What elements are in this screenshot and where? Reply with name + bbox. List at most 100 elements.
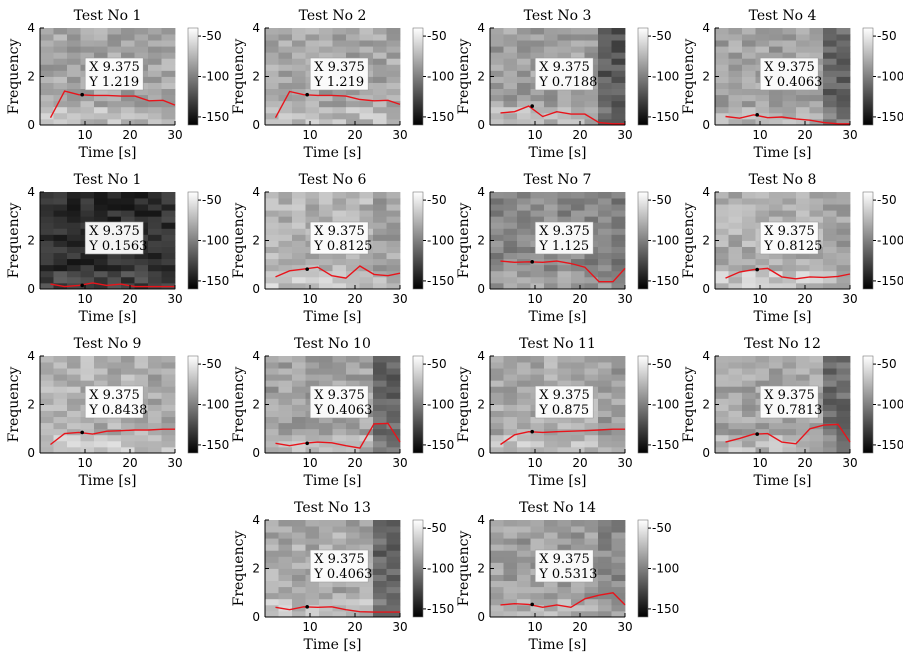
heatmap-cell	[278, 610, 293, 618]
heatmap-cell	[728, 398, 743, 405]
heatmap-cell	[94, 362, 108, 369]
heatmap-cell	[332, 276, 347, 284]
heatmap-cell	[265, 46, 279, 53]
x-axis-label: Time [s]	[79, 473, 137, 489]
heatmap-cell	[530, 538, 545, 545]
heatmap-cell	[769, 94, 783, 102]
y-tick-label: 0	[252, 446, 260, 460]
heatmap-cell	[755, 216, 770, 223]
heatmap-cell	[530, 416, 545, 424]
heatmap-cell	[823, 46, 837, 53]
heatmap-cell	[80, 204, 95, 211]
colorbar	[637, 191, 649, 290]
heatmap-cell	[517, 580, 531, 588]
heatmap-cell	[782, 52, 797, 59]
colorbar	[412, 519, 424, 618]
heatmap-cell	[67, 434, 81, 442]
heatmap-cell	[836, 276, 851, 284]
heatmap-cell	[134, 100, 149, 108]
heatmap-cell	[359, 526, 374, 533]
heatmap-cell	[121, 362, 135, 369]
datatip-marker	[305, 92, 309, 97]
heatmap-cell	[503, 58, 518, 65]
heatmap-cell	[544, 282, 558, 290]
heatmap-cell	[80, 270, 95, 278]
heatmap-cell	[134, 374, 149, 381]
heatmap-cell	[823, 282, 837, 290]
heatmap-cell	[823, 76, 837, 83]
heatmap-cell	[715, 40, 729, 47]
heatmap-cell	[67, 106, 81, 114]
heatmap-cell	[107, 282, 122, 290]
heatmap-cell	[292, 198, 306, 205]
heatmap-cell	[148, 422, 162, 430]
heatmap-cell	[503, 246, 518, 254]
heatmap-cell	[67, 204, 81, 211]
heatmap-cell	[715, 204, 729, 211]
heatmap-cell	[490, 592, 504, 600]
heatmap-cell	[517, 100, 531, 108]
heatmap-cell	[782, 252, 797, 260]
heatmap-cell	[373, 258, 387, 266]
heatmap-cell	[782, 264, 797, 272]
colorbar-tick-label: -100	[202, 70, 229, 84]
heatmap-cell	[742, 398, 756, 405]
heatmap-cell	[121, 446, 135, 454]
heatmap-cell	[782, 270, 797, 278]
heatmap-cell	[53, 258, 68, 266]
heatmap-cell	[557, 586, 572, 594]
heatmap-cell	[386, 76, 401, 83]
heatmap-cell	[292, 416, 306, 424]
colorbar-tick-label: -50	[427, 29, 447, 43]
heatmap-cell	[517, 392, 531, 399]
heatmap-cell	[292, 64, 306, 71]
heatmap-cell	[94, 118, 108, 126]
datatip-marker	[530, 429, 534, 434]
x-axis-label: Time [s]	[79, 145, 137, 161]
heatmap-cell	[278, 246, 293, 254]
heatmap-cell	[265, 362, 279, 369]
heatmap-cell	[134, 416, 149, 424]
heatmap-cell	[319, 264, 333, 272]
heatmap-cell	[265, 380, 279, 387]
subplot-title: Test No 14	[519, 500, 596, 516]
heatmap-cell	[40, 258, 54, 266]
heatmap-cell	[598, 610, 612, 618]
heatmap-cell	[161, 240, 176, 247]
heatmap-cell	[134, 88, 149, 96]
heatmap-cell	[53, 440, 68, 448]
heatmap-cell	[265, 398, 279, 405]
heatmap-cell	[728, 392, 743, 399]
heatmap-cell	[782, 100, 797, 108]
heatmap-cell	[796, 112, 810, 120]
x-tick-label: 20	[347, 456, 362, 470]
x-tick-label: 20	[572, 292, 587, 306]
heatmap-cell	[319, 270, 333, 278]
heatmap-cell	[517, 598, 531, 606]
heatmap-cell	[715, 356, 729, 363]
x-axis-label: Time [s]	[754, 145, 812, 161]
heatmap-cell	[53, 374, 68, 381]
datatip-y: Y 1.125	[538, 239, 589, 254]
x-tick-label: 10	[77, 456, 92, 470]
heatmap-cell	[305, 252, 320, 260]
heatmap-cell	[490, 264, 504, 272]
heatmap-cell	[598, 544, 612, 551]
colorbar-tick-label: -150	[427, 274, 454, 288]
heatmap-cell	[292, 428, 306, 436]
datatip-y: Y 0.4063	[313, 567, 372, 582]
heatmap-cell	[80, 106, 95, 114]
heatmap-cell	[611, 264, 626, 272]
heatmap-cell	[67, 34, 81, 41]
heatmap-cell	[373, 398, 387, 405]
datatip-x: X 9.375	[314, 224, 365, 239]
heatmap-cell	[53, 270, 68, 278]
heatmap-cell	[503, 40, 518, 47]
heatmap-cell	[809, 440, 824, 448]
heatmap-cell	[490, 216, 504, 223]
heatmap-cell	[598, 40, 612, 47]
y-tick-label: 2	[27, 70, 35, 84]
heatmap-cell	[148, 434, 162, 442]
datatip-y: Y 0.4063	[763, 75, 822, 90]
heatmap-cell	[571, 422, 585, 430]
